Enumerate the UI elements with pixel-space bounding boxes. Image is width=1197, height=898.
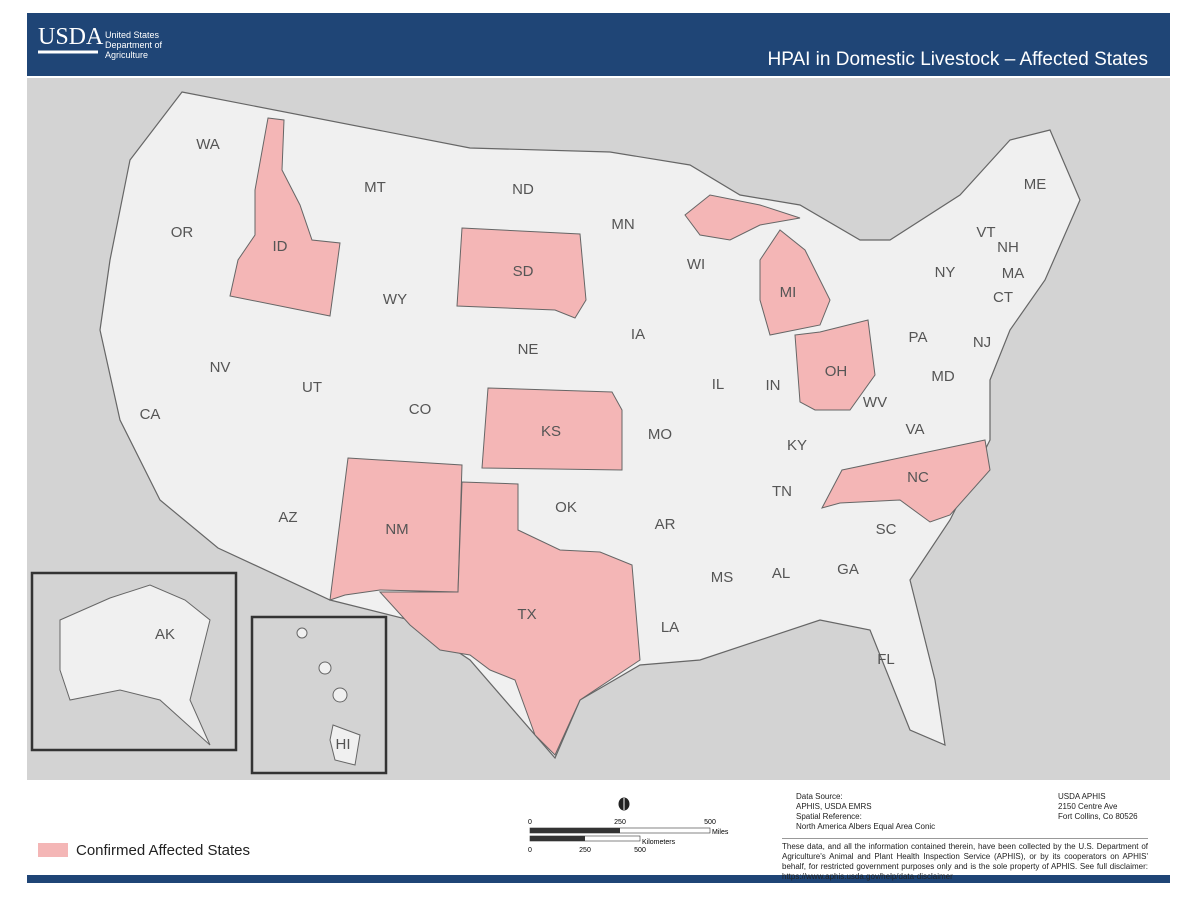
state-label: KY xyxy=(787,437,807,454)
state-label: AR xyxy=(655,516,676,533)
affected-state xyxy=(759,229,831,336)
address-block: USDA APHIS 2150 Centre Ave Fort Collins,… xyxy=(1058,792,1138,822)
state-label: NJ xyxy=(973,334,991,351)
state-label: VA xyxy=(906,421,925,438)
state-label: MN xyxy=(611,216,634,233)
agency-line: United States xyxy=(105,30,160,40)
scale-tick-label: 250 xyxy=(579,847,591,854)
source-line: APHIS, USDA EMRS xyxy=(796,802,872,811)
legend-label: Confirmed Affected States xyxy=(76,842,250,859)
agency-line: Department of xyxy=(105,40,163,50)
state-label: SD xyxy=(513,263,534,280)
state-label: AL xyxy=(772,565,790,582)
scale-unit: Miles xyxy=(712,829,729,836)
state-label: IL xyxy=(712,376,725,393)
legend-swatch xyxy=(38,843,68,857)
address-line: Fort Collins, Co 80526 xyxy=(1058,812,1138,821)
affected-state xyxy=(821,439,991,523)
state-label: WY xyxy=(383,291,407,308)
affected-state xyxy=(378,481,641,756)
source-line: Data Source: xyxy=(796,792,843,801)
address-line: 2150 Centre Ave xyxy=(1058,802,1118,811)
state-label: OR xyxy=(171,224,194,241)
scale-tick-label: 0 xyxy=(528,819,532,826)
state-label: NC xyxy=(907,469,929,486)
state-label: WV xyxy=(863,394,887,411)
scale-tick-label: 0 xyxy=(528,847,532,854)
source-line: Spatial Reference: xyxy=(796,812,862,821)
state-label: ID xyxy=(273,238,288,255)
scale-tick-label: 500 xyxy=(634,847,646,854)
logo: USDA xyxy=(38,24,104,50)
state-label: SC xyxy=(876,521,897,538)
hawaii-inset xyxy=(250,615,388,775)
scale-tick-label: 250 xyxy=(614,819,626,826)
affected-state xyxy=(481,387,623,471)
state-label: UT xyxy=(302,379,322,396)
state-label: AK xyxy=(155,626,175,643)
state-label: CT xyxy=(993,289,1013,306)
state-label: NV xyxy=(210,359,231,376)
state-label: AZ xyxy=(278,509,297,526)
state-label: CA xyxy=(140,406,161,423)
state-label: WI xyxy=(687,256,705,273)
state-label: OH xyxy=(825,363,848,380)
affected-state xyxy=(684,194,801,241)
affected-state xyxy=(329,457,463,601)
state-label: NE xyxy=(518,341,539,358)
scale-tick-label: 500 xyxy=(704,819,716,826)
state-label: IN xyxy=(766,377,781,394)
state-label: NY xyxy=(935,264,956,281)
state-label: ND xyxy=(512,181,534,198)
affected-state xyxy=(456,227,587,319)
hawaii-land xyxy=(296,627,361,766)
footer-bar xyxy=(27,875,1170,883)
state-label: MD xyxy=(931,368,954,385)
state-label: WA xyxy=(196,136,220,153)
scale-bar: 0 250 500 0 250 500 Miles Kilometers xyxy=(528,819,729,854)
state-label: PA xyxy=(909,329,928,346)
state-label: MT xyxy=(364,179,386,196)
state-label: IA xyxy=(631,326,645,343)
affected-state xyxy=(794,319,876,411)
alaska-land xyxy=(59,584,211,746)
state-label: TX xyxy=(517,606,536,623)
state-label: FL xyxy=(877,651,895,668)
disclaimer: These data, and all the information cont… xyxy=(782,838,1148,882)
state-labels: WA OR CA NV ID MT WY UT AZ NM CO ND SD NE KS OK TX MN IA MO… xyxy=(140,136,1047,753)
address-line: USDA APHIS xyxy=(1058,792,1106,801)
state-label: OK xyxy=(555,499,577,516)
state-label: GA xyxy=(837,561,859,578)
state-label: CO xyxy=(409,401,432,418)
affected-state xyxy=(229,117,341,317)
state-label: MS xyxy=(711,569,734,586)
state-label: LA xyxy=(661,619,679,636)
state-label: KS xyxy=(541,423,561,440)
source-line: North America Albers Equal Area Conic xyxy=(796,822,936,831)
state-label: MA xyxy=(1002,265,1025,282)
affected-layer xyxy=(229,117,991,756)
scale-km-half xyxy=(530,836,585,841)
state-label: NH xyxy=(997,239,1019,256)
scale-unit: Kilometers xyxy=(642,839,676,846)
state-label: VT xyxy=(976,224,995,241)
title: HPAI in Domestic Livestock – Affected St… xyxy=(767,49,1148,70)
header-bar xyxy=(27,13,1170,76)
state-label: TN xyxy=(772,483,792,500)
state-label: MI xyxy=(780,284,797,301)
state-label: MO xyxy=(648,426,672,443)
agency-line: Agriculture xyxy=(105,50,148,60)
state-label: ME xyxy=(1024,176,1047,193)
state-label: HI xyxy=(336,736,351,753)
source-block: Data Source: APHIS, USDA EMRS Spatial Re… xyxy=(796,792,935,832)
state-label: NM xyxy=(385,521,408,538)
scale-miles-half xyxy=(530,828,620,833)
north-arrow xyxy=(617,796,631,812)
